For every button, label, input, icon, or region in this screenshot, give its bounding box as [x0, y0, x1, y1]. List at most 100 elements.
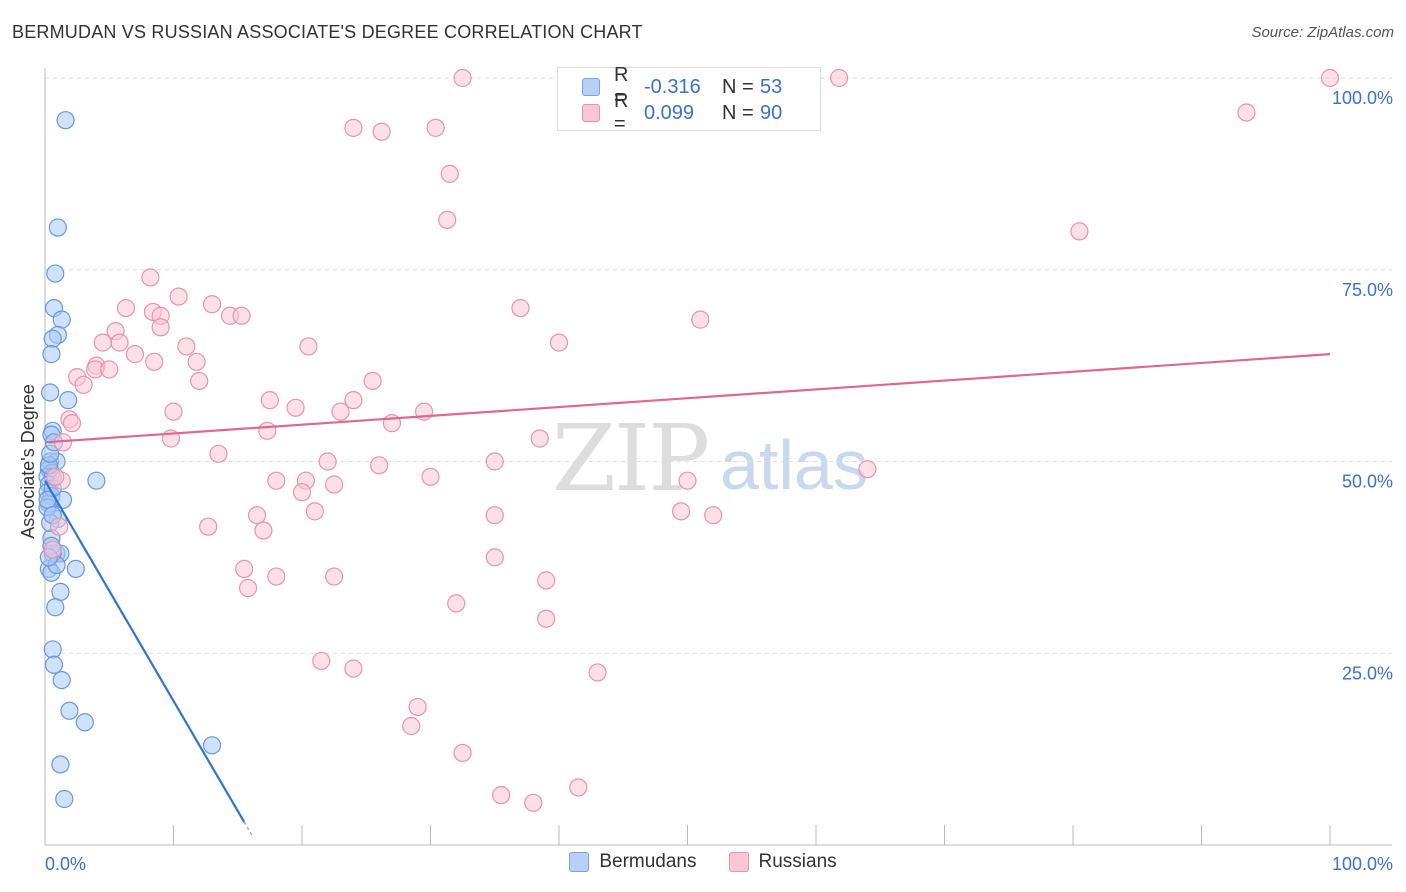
- y-axis-label: Associate's Degree: [18, 384, 38, 539]
- legend-item-bermudans[interactable]: Bermudans: [569, 851, 697, 873]
- data-point-russians: [260, 391, 279, 410]
- data-point-russians: [549, 333, 569, 352]
- data-point-russians: [247, 506, 267, 525]
- data-point-russians: [318, 452, 337, 471]
- legend-swatch-russians: [582, 104, 600, 122]
- data-point-russians: [325, 567, 344, 586]
- data-point-russians: [151, 318, 170, 337]
- y-tick-label: 25.0%: [1342, 663, 1393, 683]
- series-legend: Bermudans Russians: [0, 851, 1406, 873]
- data-point-russians: [235, 559, 254, 578]
- data-point-bermudans: [55, 789, 74, 809]
- data-point-russians: [344, 391, 363, 410]
- data-point-russians: [305, 502, 324, 521]
- data-point-russians: [453, 743, 472, 763]
- data-point-bermudans: [60, 701, 79, 720]
- data-point-russians: [312, 651, 331, 671]
- data-point-russians: [50, 517, 69, 536]
- data-point-russians: [292, 483, 312, 502]
- r-label: R =: [614, 64, 629, 109]
- data-point-russians: [524, 793, 543, 812]
- data-point-russians: [62, 414, 82, 433]
- data-point-russians: [447, 594, 466, 613]
- data-point-bermudans: [87, 471, 106, 490]
- data-point-russians: [125, 345, 145, 364]
- data-point-bermudans: [48, 218, 67, 237]
- legend-label-bermudans: Bermudans: [599, 851, 697, 872]
- data-point-russians: [511, 299, 530, 318]
- r-value: 0.099: [644, 101, 695, 124]
- x-tick-label-max: 100.0%: [1332, 854, 1393, 874]
- data-point-russians: [286, 398, 305, 417]
- data-point-russians: [372, 122, 391, 141]
- data-point-russians: [453, 68, 472, 88]
- data-point-bermudans: [43, 640, 62, 659]
- data-point-russians: [537, 609, 556, 628]
- data-point-russians: [258, 421, 277, 440]
- data-point-russians: [530, 429, 549, 448]
- data-point-russians: [438, 210, 457, 229]
- data-point-russians: [858, 460, 877, 479]
- y-tick-label: 50.0%: [1342, 472, 1393, 492]
- data-point-bermudans: [42, 345, 61, 364]
- data-point-russians: [110, 333, 129, 352]
- data-point-bermudans: [59, 391, 78, 410]
- data-point-russians: [830, 68, 849, 88]
- n-value: 90: [760, 101, 783, 124]
- r-label: R =: [614, 90, 629, 135]
- y-tick-label: 100.0%: [1332, 88, 1393, 108]
- data-point-russians: [485, 452, 504, 471]
- legend-swatch-bermudans: [582, 78, 600, 96]
- data-point-russians: [408, 697, 427, 717]
- data-point-russians: [177, 337, 196, 356]
- x-tick-label-min: 0.0%: [45, 854, 86, 874]
- data-point-bermudans: [46, 264, 65, 283]
- data-point-bermudans: [52, 670, 71, 690]
- data-point-russians: [169, 287, 188, 306]
- data-point-russians: [440, 164, 459, 183]
- data-point-russians: [331, 402, 350, 421]
- data-point-russians: [363, 371, 382, 391]
- data-point-russians: [537, 571, 556, 590]
- y-tick-label: 75.0%: [1342, 280, 1393, 300]
- data-point-russians: [267, 471, 286, 490]
- data-point-russians: [267, 567, 286, 586]
- data-point-bermudans: [52, 310, 71, 329]
- data-point-russians: [254, 521, 273, 540]
- data-point-bermudans: [75, 713, 94, 732]
- data-point-russians: [671, 502, 691, 521]
- data-point-russians: [202, 295, 222, 314]
- data-point-russians: [426, 118, 445, 137]
- data-point-russians: [209, 444, 228, 463]
- n-label: N =: [722, 101, 754, 124]
- data-point-bermudans: [202, 736, 222, 755]
- watermark-atlas: atlas: [720, 426, 868, 504]
- data-point-bermudans: [41, 383, 60, 402]
- data-point-russians: [691, 310, 710, 329]
- n-label: N =: [722, 75, 754, 98]
- legend-swatch-russians: [728, 852, 749, 872]
- data-point-russians: [492, 786, 511, 805]
- data-point-russians: [569, 778, 588, 797]
- correlation-legend: R = -0.316 N = 53 R = 0.099 N = 90: [557, 64, 821, 135]
- data-point-russians: [370, 456, 389, 475]
- data-point-russians: [141, 268, 160, 287]
- data-point-russians: [190, 371, 209, 391]
- chart-title: BERMUDAN VS RUSSIAN ASSOCIATE'S DEGREE C…: [12, 22, 643, 42]
- data-point-russians: [145, 352, 164, 371]
- data-point-russians: [344, 659, 363, 678]
- data-point-russians: [325, 475, 344, 494]
- data-point-russians: [199, 517, 218, 536]
- data-point-russians: [402, 717, 421, 736]
- source-credit: Source: ZipAtlas.com: [1251, 24, 1394, 41]
- data-point-russians: [187, 352, 206, 371]
- legend-row-bermudans: R = -0.316 N = 53: [582, 64, 782, 109]
- data-point-russians: [1320, 68, 1340, 88]
- data-point-russians: [238, 578, 258, 598]
- data-point-russians: [421, 467, 440, 486]
- legend-item-russians[interactable]: Russians: [728, 851, 837, 873]
- data-point-bermudans: [44, 655, 64, 674]
- data-point-russians: [485, 548, 504, 567]
- data-point-russians: [74, 375, 93, 394]
